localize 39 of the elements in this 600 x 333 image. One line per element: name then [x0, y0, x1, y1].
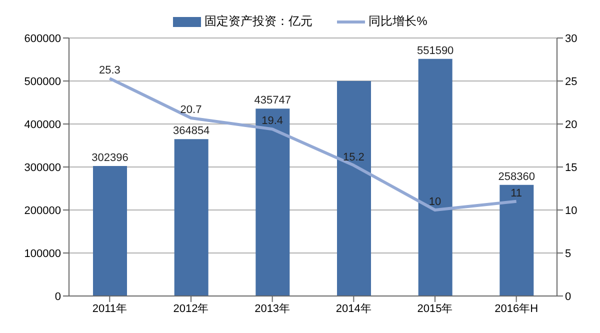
- data-label: 435747: [254, 94, 292, 107]
- x-tick-label: 2012年: [173, 302, 209, 315]
- x-tick-label: 2013年: [254, 302, 290, 315]
- y2-tick-label: 5: [565, 248, 572, 260]
- y2-tick-label: 0: [565, 290, 572, 303]
- data-label: 11: [510, 187, 522, 200]
- y-tick-label: 500000: [24, 76, 61, 88]
- data-label: 10: [428, 196, 442, 208]
- bar: [337, 81, 371, 296]
- x-tick-label: 2015年: [417, 302, 453, 315]
- data-label: 15.2: [342, 151, 364, 164]
- data-label: 25.3: [98, 64, 120, 76]
- data-label: 258360: [498, 170, 536, 183]
- y2-tick-label: 30: [565, 32, 578, 45]
- data-label: 19.4: [262, 115, 284, 128]
- legend-label: 固定资产投资：亿元: [204, 13, 313, 30]
- data-label: 20.7: [180, 104, 202, 116]
- data-label: 551590: [416, 44, 454, 57]
- x-tick-label: 2011年: [92, 302, 127, 315]
- y-tick-label: 400000: [24, 118, 61, 131]
- y-tick-label: 300000: [24, 162, 61, 174]
- y2-tick-label: 25: [565, 76, 578, 88]
- x-tick-label: 2016年H: [494, 302, 538, 315]
- data-label: 302396: [92, 152, 128, 164]
- y2-tick-label: 15: [565, 162, 578, 174]
- y-tick-label: 100000: [24, 248, 61, 260]
- y2-tick-label: 20: [565, 118, 578, 131]
- y2-tick-label: 10: [565, 204, 578, 217]
- y-tick-label: 0: [54, 290, 61, 303]
- bar: [256, 108, 290, 296]
- data-label: 364854: [172, 125, 210, 138]
- bar: [418, 58, 452, 296]
- legend-label: 同比增长%: [368, 13, 428, 30]
- bar: [174, 139, 208, 296]
- x-tick-label: 2014年: [336, 302, 372, 315]
- bar: [93, 166, 127, 296]
- y-tick-label: 600000: [24, 32, 61, 45]
- bar: [500, 184, 534, 296]
- y-tick-label: 200000: [24, 204, 61, 217]
